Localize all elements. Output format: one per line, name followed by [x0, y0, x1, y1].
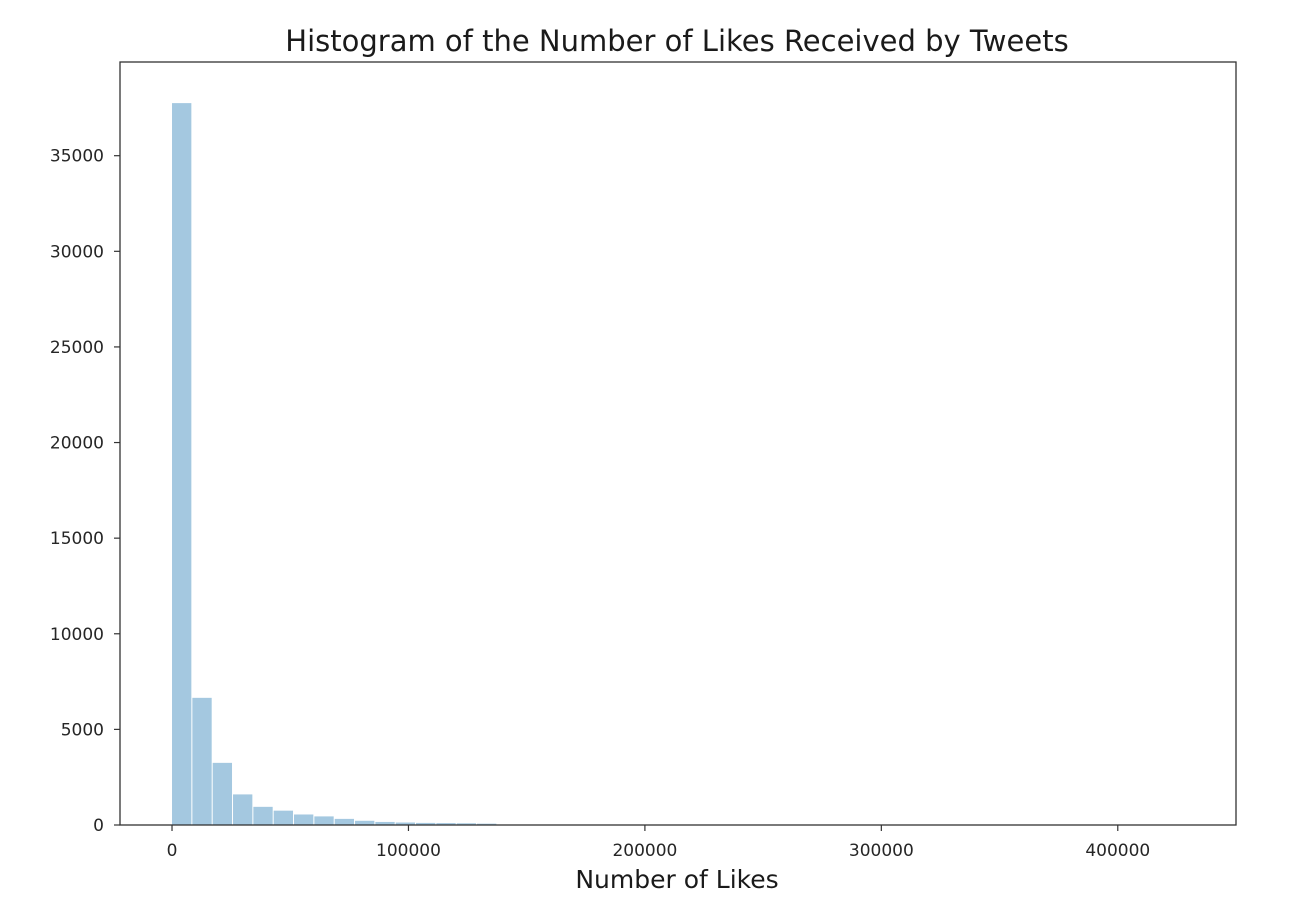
x-tick-label: 300000: [849, 841, 914, 861]
x-axis-title: Number of Likes: [575, 865, 778, 894]
histogram-bar: [172, 103, 192, 826]
y-tick-label: 35000: [50, 147, 104, 167]
x-tick-label: 0: [167, 841, 178, 861]
histogram-bar: [375, 821, 395, 825]
histogram-bar: [233, 794, 253, 825]
x-axis-ticks: 0 100000 200000 300000 400000: [167, 825, 1150, 861]
y-tick-label: 5000: [61, 720, 104, 740]
plot-frame: [119, 61, 1237, 826]
y-tick-label: 20000: [50, 434, 104, 454]
x-tick-label: 400000: [1085, 841, 1150, 861]
histogram-bar: [477, 823, 497, 825]
histogram-bar: [456, 823, 477, 825]
histogram-bar: [253, 806, 273, 825]
chart-title: Histogram of the Number of Likes Receive…: [285, 24, 1068, 58]
histogram-bar: [355, 820, 375, 825]
x-tick-label: 200000: [612, 841, 677, 861]
x-tick-label: 100000: [376, 841, 441, 861]
histogram-bar: [273, 810, 294, 825]
histogram-bar: [192, 697, 212, 825]
histogram-bar: [212, 762, 233, 825]
y-tick-label: 10000: [50, 625, 104, 645]
histogram-bar: [416, 822, 436, 825]
histogram-bar: [294, 814, 314, 825]
histogram-bar: [334, 818, 355, 825]
histogram-bar: [436, 823, 456, 825]
y-axis-ticks: 0 5000 10000 15000 20000 25000 30000 35000: [50, 147, 120, 836]
y-tick-label: 15000: [50, 529, 104, 549]
histogram-bar: [395, 822, 416, 825]
y-tick-label: 30000: [50, 242, 104, 262]
y-tick-label: 0: [93, 816, 104, 836]
bars-group: [172, 103, 497, 826]
histogram-bar: [314, 816, 334, 825]
y-tick-label: 25000: [50, 338, 104, 358]
